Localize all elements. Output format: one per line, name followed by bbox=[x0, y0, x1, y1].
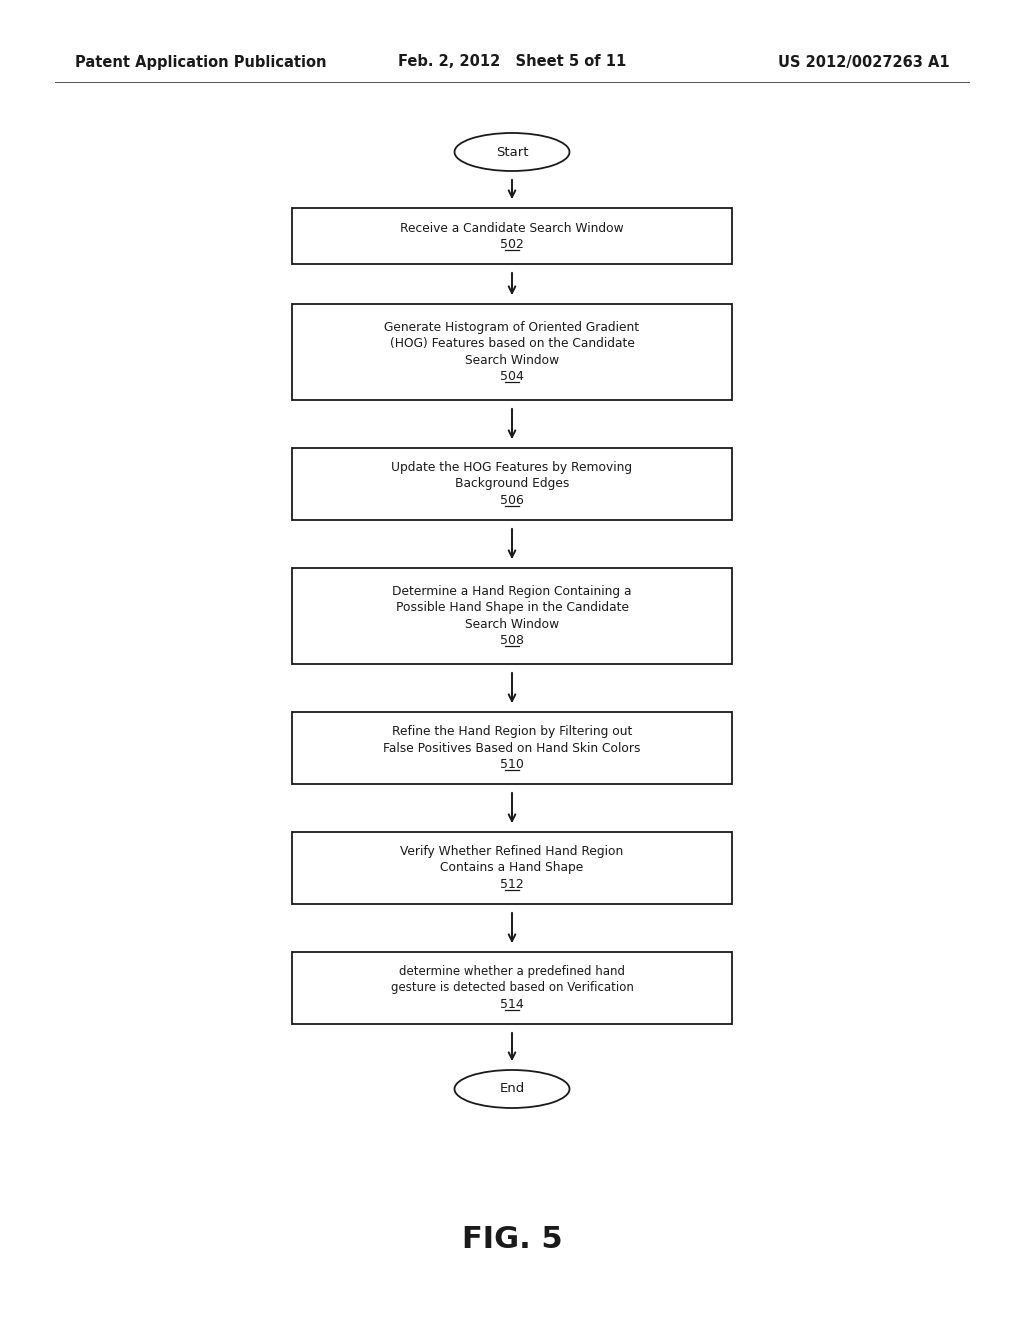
Text: gesture is detected based on Verification: gesture is detected based on Verificatio… bbox=[390, 982, 634, 994]
Text: (HOG) Features based on the Candidate: (HOG) Features based on the Candidate bbox=[389, 338, 635, 351]
Text: Verify Whether Refined Hand Region: Verify Whether Refined Hand Region bbox=[400, 846, 624, 858]
Text: Receive a Candidate Search Window: Receive a Candidate Search Window bbox=[400, 222, 624, 235]
Text: False Positives Based on Hand Skin Colors: False Positives Based on Hand Skin Color… bbox=[383, 742, 641, 755]
Text: End: End bbox=[500, 1082, 524, 1096]
Text: US 2012/0027263 A1: US 2012/0027263 A1 bbox=[778, 54, 950, 70]
Text: Determine a Hand Region Containing a: Determine a Hand Region Containing a bbox=[392, 586, 632, 598]
Text: 508: 508 bbox=[500, 634, 524, 647]
Text: 514: 514 bbox=[500, 998, 524, 1011]
Text: Contains a Hand Shape: Contains a Hand Shape bbox=[440, 862, 584, 874]
Text: Generate Histogram of Oriented Gradient: Generate Histogram of Oriented Gradient bbox=[384, 322, 640, 334]
Text: determine whether a predefined hand: determine whether a predefined hand bbox=[399, 965, 625, 978]
Text: 506: 506 bbox=[500, 494, 524, 507]
Text: Feb. 2, 2012   Sheet 5 of 11: Feb. 2, 2012 Sheet 5 of 11 bbox=[398, 54, 626, 70]
Text: Refine the Hand Region by Filtering out: Refine the Hand Region by Filtering out bbox=[392, 726, 632, 738]
FancyBboxPatch shape bbox=[292, 447, 732, 520]
FancyBboxPatch shape bbox=[292, 832, 732, 904]
Text: 510: 510 bbox=[500, 758, 524, 771]
FancyBboxPatch shape bbox=[292, 209, 732, 264]
Text: Start: Start bbox=[496, 145, 528, 158]
Text: 504: 504 bbox=[500, 370, 524, 383]
Text: Patent Application Publication: Patent Application Publication bbox=[75, 54, 327, 70]
Text: Search Window: Search Window bbox=[465, 354, 559, 367]
FancyBboxPatch shape bbox=[292, 952, 732, 1024]
FancyBboxPatch shape bbox=[292, 304, 732, 400]
Text: 512: 512 bbox=[500, 878, 524, 891]
Text: Possible Hand Shape in the Candidate: Possible Hand Shape in the Candidate bbox=[395, 602, 629, 615]
Text: Update the HOG Features by Removing: Update the HOG Features by Removing bbox=[391, 462, 633, 474]
Ellipse shape bbox=[455, 1071, 569, 1107]
FancyBboxPatch shape bbox=[292, 568, 732, 664]
Ellipse shape bbox=[455, 133, 569, 172]
Text: Search Window: Search Window bbox=[465, 618, 559, 631]
Text: Background Edges: Background Edges bbox=[455, 478, 569, 491]
FancyBboxPatch shape bbox=[292, 711, 732, 784]
Text: FIG. 5: FIG. 5 bbox=[462, 1225, 562, 1254]
Text: 502: 502 bbox=[500, 238, 524, 251]
